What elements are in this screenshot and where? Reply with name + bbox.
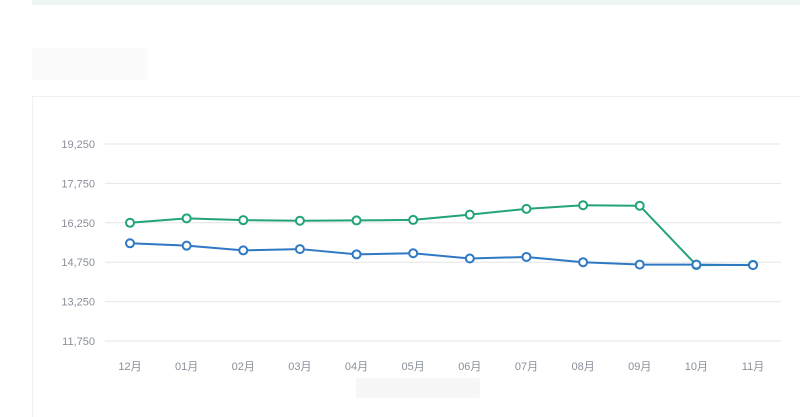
data-point [294, 244, 305, 255]
data-point [408, 214, 419, 225]
x-tick-label: 04月 [345, 361, 368, 373]
y-tick-label: 19,250 [61, 139, 95, 151]
line-chart: 11,750 13,250 14,750 16,250 17,750 19,250 12月 0… [61, 139, 781, 373]
data-point [464, 209, 475, 220]
x-tick-label: 10月 [685, 361, 708, 373]
data-point [125, 217, 135, 228]
x-tick-label: 02月 [232, 361, 255, 373]
x-tick-label: 06月 [458, 361, 481, 373]
series-line [129, 242, 754, 267]
y-tick-label: 14,750 [61, 257, 95, 269]
y-tick-label: 13,250 [61, 297, 95, 309]
blurred-heading [32, 48, 148, 80]
data-point [521, 203, 532, 214]
data-point [521, 251, 532, 262]
x-tick-label: 11月 [742, 361, 764, 373]
data-point [634, 259, 645, 270]
data-point [351, 249, 362, 260]
top-strip [32, 0, 800, 5]
x-tick-label: 12月 [118, 361, 141, 373]
data-point [238, 245, 249, 256]
data-point [181, 213, 192, 224]
data-point [125, 238, 135, 249]
y-tick-label: 11,750 [62, 336, 95, 348]
data-point [351, 215, 362, 226]
data-point [748, 260, 758, 271]
x-tick-label: 01月 [175, 361, 198, 373]
data-point [408, 248, 419, 259]
x-tick-label: 08月 [571, 361, 594, 373]
data-point [691, 259, 702, 270]
x-tick-label: 07月 [515, 361, 538, 373]
y-tick-label: 16,250 [61, 218, 95, 230]
x-tick-label: 05月 [402, 361, 425, 373]
data-point [634, 200, 645, 211]
y-tick-label: 17,750 [61, 178, 95, 190]
chart-panel: 11,750 13,250 14,750 16,250 17,750 19,250 12月 0… [32, 96, 800, 417]
data-point [181, 240, 192, 251]
series-line [129, 204, 754, 267]
x-tick-label: 03月 [288, 361, 311, 373]
data-point [238, 215, 249, 226]
data-point [578, 257, 589, 268]
data-point [294, 215, 305, 226]
blurred-footer [356, 378, 480, 398]
x-tick-label: 09月 [628, 361, 651, 373]
data-point [578, 200, 589, 211]
data-point [464, 253, 475, 264]
